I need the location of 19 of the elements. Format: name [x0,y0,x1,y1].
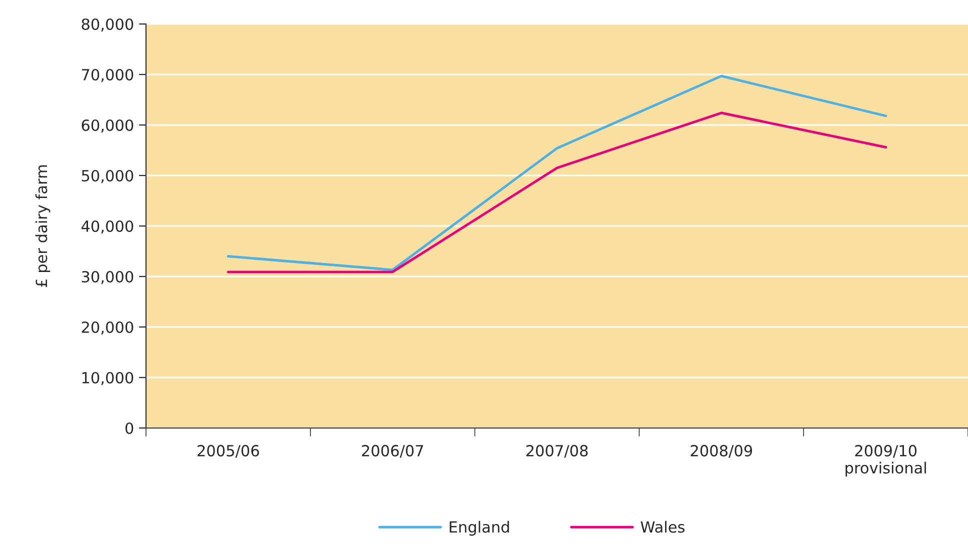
legend-label: Wales [640,520,685,533]
y-tick-label: 30,000 [82,270,134,284]
y-tick-label: 10,000 [82,372,134,386]
y-tick-label: 60,000 [82,119,134,133]
y-tick-label: 80,000 [82,18,134,32]
line-series [226,74,888,272]
y-axis-title: £ per dairy farm [35,165,50,288]
line-series [226,112,888,274]
legend-label: England [450,520,509,536]
y-tick-label: 40,000 [81,220,134,234]
x-tick-label: 2009/10 provisional [846,444,926,477]
x-tick-label: 2008/09 [690,444,752,458]
y-tick-label: 70,000 [82,68,134,82]
x-tick-label: 2007/08 [526,444,588,458]
y-tick-label: 20,000 [82,321,134,335]
x-tick-label: 2006/07 [362,444,424,458]
x-tick-label: 2005/06 [198,444,259,458]
y-tick-label: 50,000 [82,170,134,184]
y-tick-label: 0 [125,422,134,434]
